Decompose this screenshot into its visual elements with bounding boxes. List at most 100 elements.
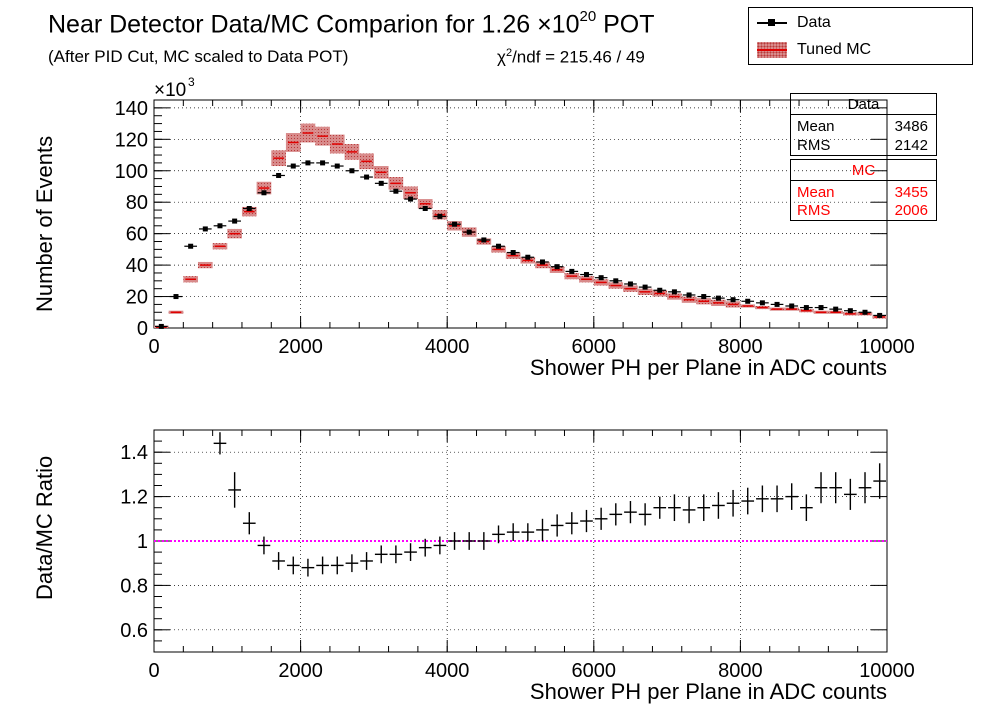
stats-data-mean-label: Mean — [797, 118, 835, 135]
legend-entry-mc: Tuned MC — [749, 38, 972, 62]
bottom-plot: 0 2000 4000 6000 8000 10000 0.6 0.8 1 1.2 1.4 Showe… — [120, 429, 915, 704]
data-point — [554, 264, 560, 270]
top-xtick-label: 8000 — [718, 336, 763, 358]
top-ytick-label: 40 — [126, 255, 148, 277]
top-ytick-label: 60 — [126, 224, 148, 246]
data-point — [510, 250, 516, 256]
data-point — [745, 298, 751, 304]
title-main: Near Detector Data/MC Comparion for 1.26… — [48, 8, 655, 39]
data-point — [173, 294, 179, 300]
stats-data-divider — [791, 114, 936, 115]
stats-mc-rms-label: RMS — [797, 202, 831, 219]
top-ytick-label: 140 — [115, 98, 148, 120]
data-point — [246, 205, 252, 211]
stats-mc-mean-value: 3455 — [894, 184, 928, 201]
data-point — [452, 221, 458, 227]
title-exponent: 20 — [579, 8, 597, 25]
chi2-label: χ2/ndf = 215.46 / 49 — [497, 47, 645, 68]
data-point — [847, 308, 853, 314]
stats-mc-rms-value: 2006 — [894, 202, 928, 219]
data-point — [320, 160, 326, 166]
bottom-ytick-label: 0.6 — [120, 620, 148, 642]
legend-data-marker — [768, 19, 775, 26]
top-xtick-label: 6000 — [572, 336, 617, 358]
data-point — [290, 163, 296, 169]
bottom-xlabel: Shower PH per Plane in ADC counts — [530, 679, 887, 704]
data-point — [598, 275, 604, 281]
data-point — [496, 243, 502, 249]
data-point — [715, 295, 721, 301]
stats-box-mc: MC Mean 3455 RMS 2006 — [790, 159, 937, 221]
legend-entry-data: Data — [749, 11, 972, 35]
data-point — [833, 306, 839, 312]
stats-mc-mean-label: Mean — [797, 184, 835, 201]
top-xlabel: Shower PH per Plane in ADC counts — [530, 355, 887, 380]
legend-data-label: Data — [797, 14, 831, 31]
top-xtick-label: 4000 — [425, 336, 470, 358]
data-point — [627, 281, 633, 287]
bottom-xtick-label: 10000 — [859, 660, 915, 682]
chi2-text: /ndf = 215.46 / 49 — [512, 47, 645, 67]
chi2-exp: 2 — [505, 47, 513, 59]
data-point — [466, 229, 472, 235]
data-point — [803, 305, 809, 311]
data-point — [334, 163, 340, 169]
top-y-multiplier-exp: 3 — [188, 75, 195, 89]
data-point — [158, 323, 164, 329]
top-frame — [153, 99, 888, 329]
stats-data-rms-label: RMS — [797, 137, 831, 154]
data-point — [613, 278, 619, 284]
title-text: Near Detector Data/MC Comparion for 1.26… — [48, 10, 580, 39]
data-point — [730, 297, 736, 303]
data-point — [276, 172, 282, 178]
bottom-ytick-label: 1 — [137, 531, 148, 553]
title-suffix: POT — [596, 10, 655, 39]
data-point — [481, 237, 487, 243]
data-point — [789, 303, 795, 309]
chi2-symbol: χ — [497, 47, 506, 67]
data-point — [305, 160, 311, 166]
subtitle: (After PID Cut, MC scaled to Data POT) — [48, 47, 349, 66]
top-ytick-label: 100 — [115, 161, 148, 183]
data-point — [686, 292, 692, 298]
stats-data-rms-value: 2142 — [894, 137, 928, 154]
data-point — [583, 272, 589, 278]
data-point — [862, 309, 868, 315]
data-point — [759, 300, 765, 306]
bottom-ytick-label: 0.8 — [120, 575, 148, 597]
top-ytick-label: 20 — [126, 287, 148, 309]
data-point — [774, 301, 780, 307]
legend-mc-label: Tuned MC — [797, 41, 872, 58]
data-point — [818, 305, 824, 311]
bottom-ytick-label: 1.2 — [120, 487, 148, 509]
top-ytick-label: 0 — [137, 318, 148, 340]
data-point — [349, 168, 355, 174]
data-point — [217, 223, 223, 229]
data-point — [378, 180, 384, 186]
data-point — [232, 218, 238, 224]
stats-data-mean-value: 3486 — [894, 118, 928, 135]
stats-mc-divider — [791, 180, 936, 181]
top-xtick-label: 2000 — [278, 336, 323, 358]
top-ytick-label: 120 — [115, 129, 148, 151]
bottom-xtick-label: 0 — [148, 660, 159, 682]
data-point — [422, 205, 428, 211]
top-xtick-label: 0 — [148, 336, 159, 358]
top-ytick-label: 80 — [126, 192, 148, 214]
bottom-xtick-label: 8000 — [718, 660, 763, 682]
bottom-xtick-label: 6000 — [572, 660, 617, 682]
data-point — [569, 268, 575, 274]
top-plot: 0 2000 4000 6000 8000 10000 0 20 40 60 80 100 120 140… — [115, 75, 915, 380]
data-point — [701, 294, 707, 300]
data-point — [539, 259, 545, 265]
data-point — [437, 213, 443, 219]
data-point — [188, 243, 194, 249]
data-point — [364, 174, 370, 180]
data-point — [202, 226, 208, 232]
data-point — [408, 196, 414, 202]
data-point — [671, 289, 677, 295]
bottom-xtick-label: 2000 — [278, 660, 323, 682]
data-point — [525, 254, 531, 260]
top-xtick-label: 10000 — [859, 336, 915, 358]
